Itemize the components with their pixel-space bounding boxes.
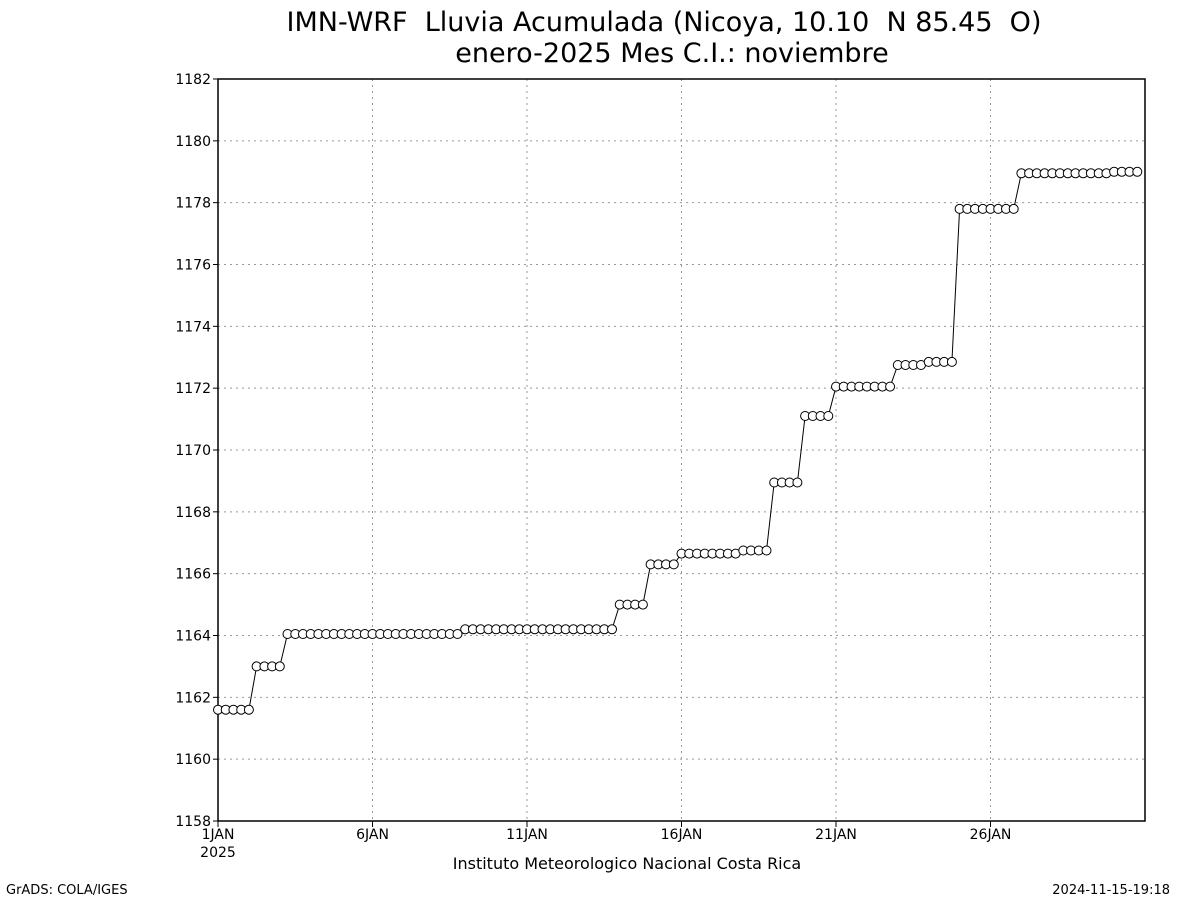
institution-label: Instituto Meteorologico Nacional Costa R…: [453, 854, 801, 873]
data-point: [1008, 203, 1019, 214]
y-tick-label: 1160: [175, 752, 211, 768]
x-tick-label: 11JAN: [506, 827, 548, 843]
data-point: [274, 661, 285, 672]
data-point: [243, 704, 254, 715]
x-tick-label: 26JAN: [970, 827, 1012, 843]
y-tick-label: 1164: [175, 629, 211, 645]
chart-subtitle: enero-2025 Mes C.I.: noviembre: [455, 38, 888, 69]
x-axis-year: 2025: [200, 845, 236, 861]
y-tick-label: 1182: [175, 72, 211, 88]
y-tick-label: 1170: [175, 443, 211, 459]
data-point: [792, 477, 803, 488]
y-tick-label: 1168: [175, 505, 211, 521]
data-point: [946, 356, 957, 367]
y-tick-label: 1178: [175, 196, 211, 212]
grid: [218, 79, 1145, 821]
x-tick-label: 1JAN: [202, 827, 235, 843]
data-point: [761, 545, 772, 556]
y-tick-label: 1162: [175, 690, 211, 706]
grads-credit: GrADS: COLA/IGES: [6, 883, 128, 898]
data-point: [668, 559, 679, 570]
y-tick-label: 1176: [175, 258, 211, 274]
y-axis: 1158 1160 1162 1164 1166 1168 1170 1172 1174 1176…: [175, 72, 218, 830]
x-tick-label: 21JAN: [815, 827, 857, 843]
data-point: [823, 411, 834, 421]
y-tick-label: 1174: [175, 319, 211, 335]
y-tick-label: 1172: [175, 381, 211, 397]
data-point: [1132, 166, 1143, 177]
y-tick-label: 1180: [175, 134, 211, 150]
x-axis: 1JAN 6JAN 11JAN 16JAN 21JAN 26JAN: [202, 821, 1012, 843]
data-point: [452, 629, 463, 639]
x-tick-label: 6JAN: [356, 827, 389, 843]
y-tick-label: 1166: [175, 567, 211, 583]
chart-title: IMN-WRF Lluvia Acumulada (Nicoya, 10.10 …: [287, 7, 1042, 38]
data-point: [637, 599, 648, 610]
data-point: [885, 381, 896, 392]
y-tick-label: 1158: [175, 814, 211, 830]
data-point: [607, 624, 617, 635]
series-accumulated-rain: [213, 166, 1143, 715]
x-tick-label: 16JAN: [661, 827, 703, 843]
timestamp: 2024-11-15-19:18: [1052, 883, 1170, 898]
series-line: [218, 171, 1138, 711]
